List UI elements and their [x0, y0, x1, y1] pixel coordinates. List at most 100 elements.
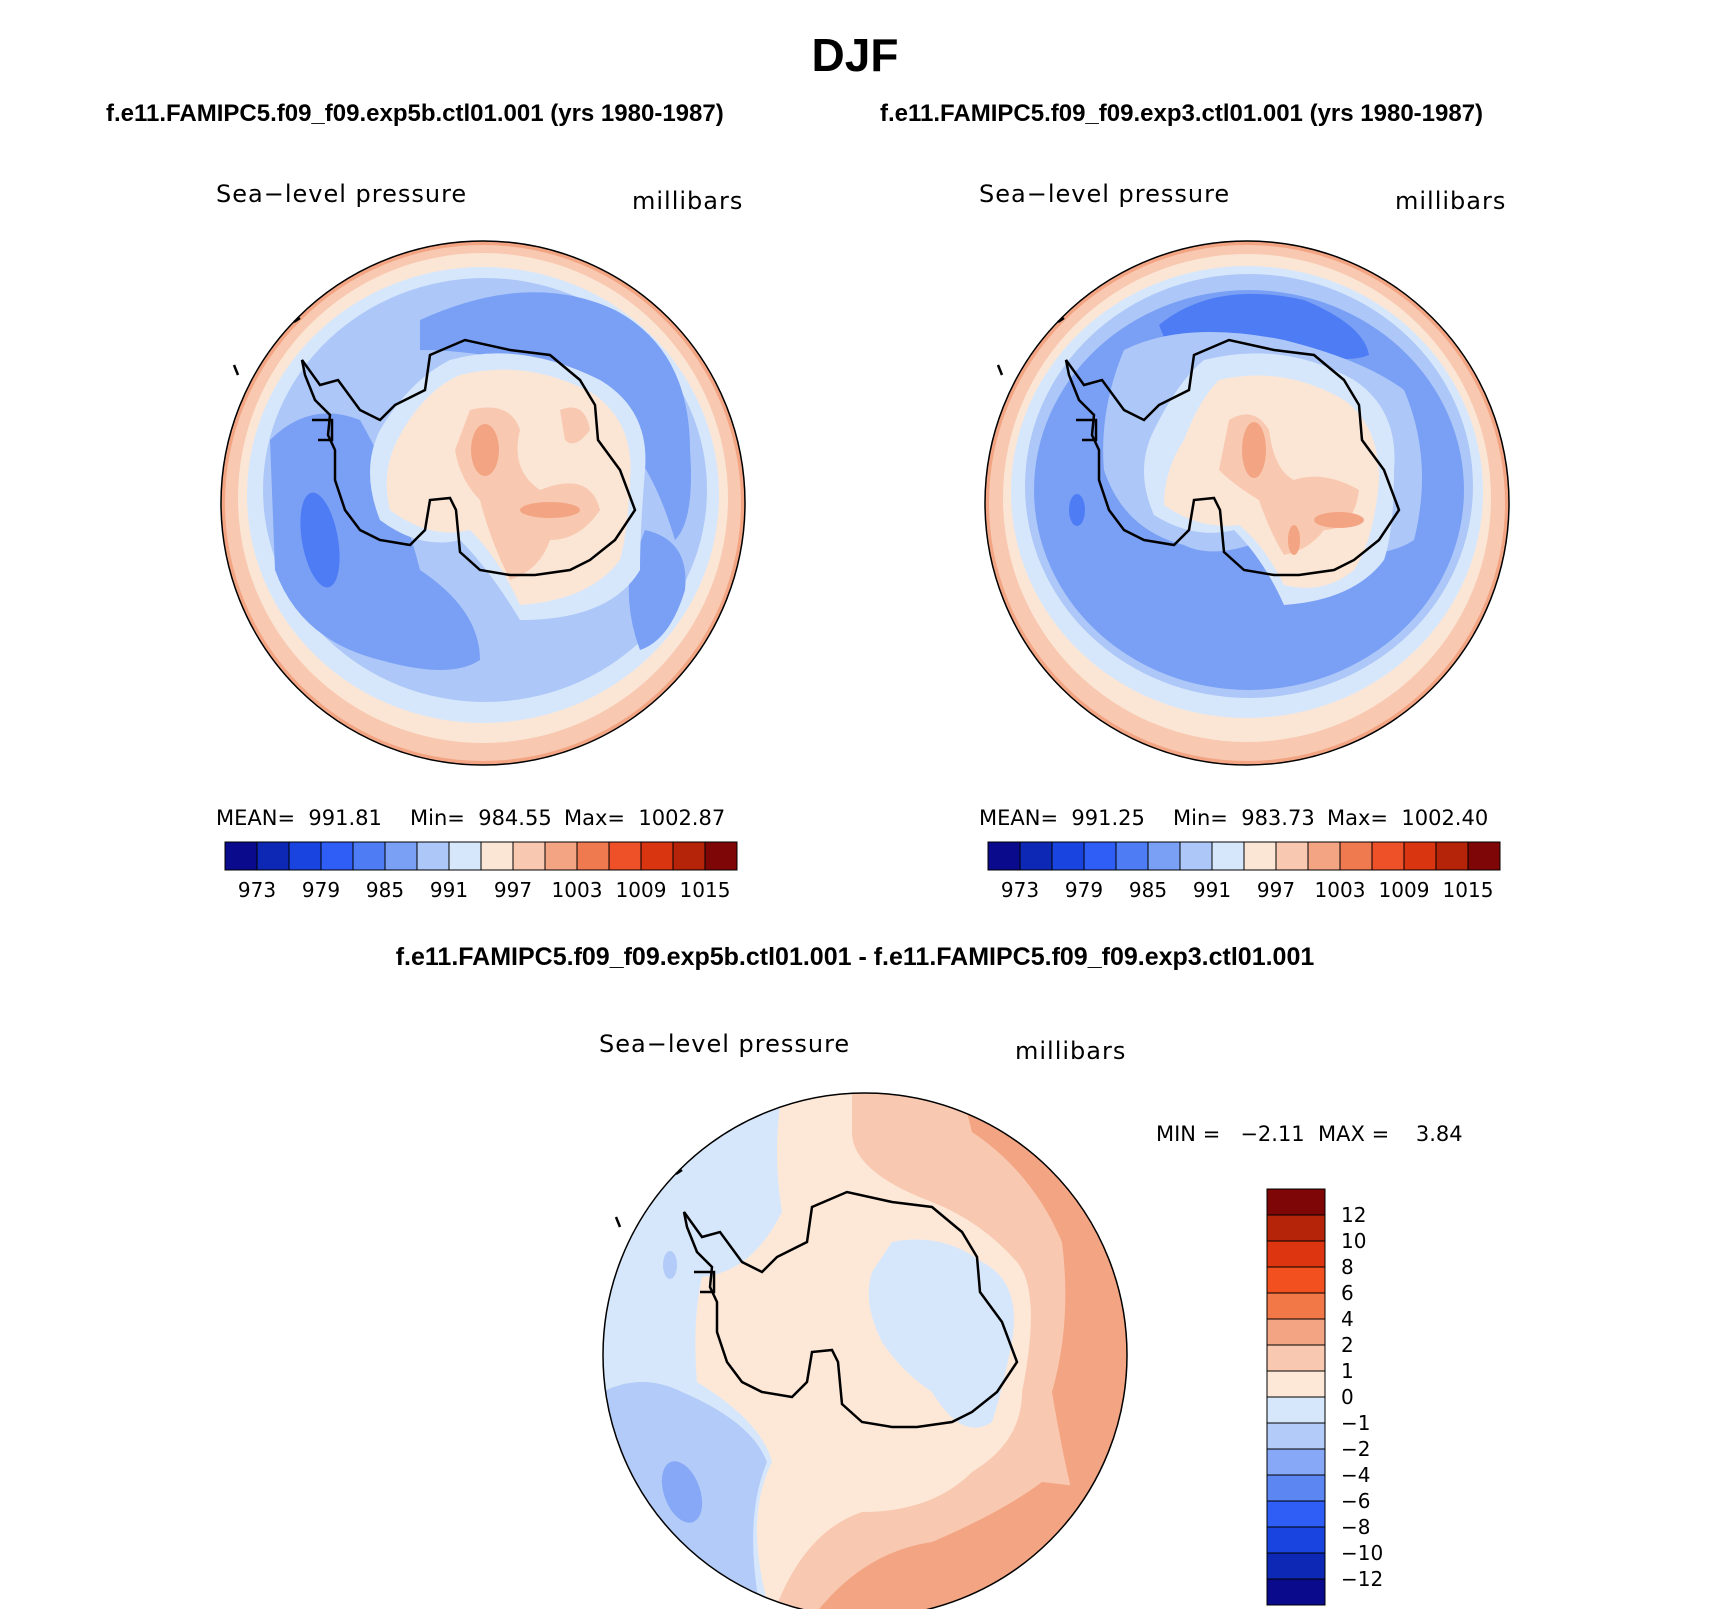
colorbar-swatch	[384, 841, 418, 871]
min-left: Min= 984.55	[410, 806, 552, 830]
colorbar-swatch	[1211, 841, 1245, 871]
colorbar-swatch	[224, 841, 258, 871]
colorbar-swatch	[1083, 841, 1117, 871]
colorbar-swatch	[1019, 841, 1053, 871]
units-label-right: millibars	[1395, 187, 1507, 215]
colorbar-swatch	[1371, 841, 1405, 871]
colorbar-swatch	[1147, 841, 1181, 871]
colorbar-swatch	[1435, 841, 1469, 871]
colorbar-swatch	[1266, 1526, 1326, 1554]
colorbar-tick-label: 991	[1193, 878, 1231, 902]
colorbar-tick-label: 1003	[1315, 878, 1366, 902]
colorbar-tick-label: 997	[1257, 878, 1295, 902]
colorbar-tick-label: 1009	[616, 878, 667, 902]
colorbar-swatch	[1266, 1500, 1326, 1528]
colorbar-tick-label: 8	[1341, 1255, 1354, 1279]
units-label-diff: millibars	[1015, 1037, 1127, 1065]
colorbar-swatch	[448, 841, 482, 871]
page-title: DJF	[811, 29, 899, 81]
colorbar-tick-label: 10	[1341, 1229, 1366, 1253]
colorbar-swatch	[1179, 841, 1213, 871]
colorbar-swatch	[1266, 1344, 1326, 1372]
units-label-left: millibars	[632, 187, 744, 215]
colorbar-tick-label: −2	[1341, 1437, 1370, 1461]
colorbar-swatch	[256, 841, 290, 871]
colorbar-swatch	[1266, 1188, 1326, 1216]
colorbar-tick-label: 991	[430, 878, 468, 902]
colorbar-swatch	[1266, 1552, 1326, 1580]
colorbar-swatch	[1266, 1474, 1326, 1502]
colorbar-left: 973 979 985 991 997 1003 1009 1015	[224, 841, 738, 902]
colorbar-swatch	[576, 841, 610, 871]
colorbar-swatch	[672, 841, 706, 871]
colorbar-tick-label: 997	[494, 878, 532, 902]
colorbar-swatch	[1266, 1318, 1326, 1346]
colorbar-swatch	[1467, 841, 1501, 871]
colorbar-swatch	[480, 841, 514, 871]
colorbar-swatch	[1266, 1578, 1326, 1606]
colorbar-swatch	[640, 841, 674, 871]
case-title-left: f.e11.FAMIPC5.f09_f09.exp5b.ctl01.001 (y…	[106, 100, 724, 127]
colorbar-swatch	[1266, 1370, 1326, 1398]
colorbar-swatch	[1266, 1448, 1326, 1476]
colorbar-tick-label: −4	[1341, 1463, 1370, 1487]
field-label-right: Sea−level pressure	[979, 180, 1231, 208]
colorbar-tick-label: 979	[1065, 878, 1103, 902]
colorbar-swatch	[1266, 1422, 1326, 1450]
colorbar-tick-label: −12	[1341, 1567, 1383, 1591]
colorbar-swatch	[544, 841, 578, 871]
colorbar-swatch	[1266, 1266, 1326, 1294]
colorbar-swatch	[1266, 1396, 1326, 1424]
colorbar-swatch	[1243, 841, 1277, 871]
map-diff	[602, 1092, 1128, 1609]
colorbar-tick-label: 12	[1341, 1203, 1366, 1227]
colorbar-swatch	[1115, 841, 1149, 871]
max-left: Max= 1002.87	[564, 806, 726, 830]
colorbar-swatch	[1403, 841, 1437, 871]
colorbar-tick-label: 985	[1129, 878, 1167, 902]
colorbar-swatch	[704, 841, 738, 871]
diff-minmax: MIN = −2.11 MAX = 3.84	[1156, 1122, 1463, 1146]
diff-title: f.e11.FAMIPC5.f09_f09.exp5b.ctl01.001 - …	[395, 943, 1315, 971]
colorbar-swatch	[987, 841, 1021, 871]
colorbar-tick-label: −8	[1341, 1515, 1370, 1539]
colorbar-swatch	[1339, 841, 1373, 871]
colorbar-tick-label: 4	[1341, 1307, 1354, 1331]
colorbar-swatch	[1266, 1240, 1326, 1268]
colorbar-tick-label: 1015	[1443, 878, 1494, 902]
mean-right: MEAN= 991.25	[979, 806, 1145, 830]
colorbar-swatch	[416, 841, 450, 871]
colorbar-tick-label: 1	[1341, 1359, 1354, 1383]
colorbar-swatch	[1266, 1292, 1326, 1320]
colorbar-tick-label: 2	[1341, 1333, 1354, 1357]
map-left	[220, 240, 746, 766]
colorbar-tick-label: 0	[1341, 1385, 1354, 1409]
colorbar-tick-label: 1009	[1379, 878, 1430, 902]
mean-left: MEAN= 991.81	[216, 806, 382, 830]
field-label-diff: Sea−level pressure	[599, 1030, 851, 1058]
colorbar-swatch	[352, 841, 386, 871]
colorbar-swatch	[1275, 841, 1309, 871]
colorbar-tick-label: −6	[1341, 1489, 1370, 1513]
colorbar-swatch	[288, 841, 322, 871]
map-right	[984, 240, 1510, 766]
colorbar-tick-label: −10	[1341, 1541, 1383, 1565]
colorbar-swatch	[1051, 841, 1085, 871]
min-right: Min= 983.73	[1173, 806, 1315, 830]
colorbar-swatch	[1266, 1214, 1326, 1242]
colorbar-tick-label: 973	[1001, 878, 1039, 902]
colorbar-swatch	[512, 841, 546, 871]
colorbar-swatch	[608, 841, 642, 871]
colorbar-tick-label: 973	[238, 878, 276, 902]
colorbar-tick-label: 6	[1341, 1281, 1354, 1305]
colorbar-tick-label: 1003	[552, 878, 603, 902]
max-right: Max= 1002.40	[1327, 806, 1489, 830]
colorbar-right: 973 979 985 991 997 1003 1009 1015	[987, 841, 1501, 902]
colorbar-tick-label: 1015	[680, 878, 731, 902]
colorbar-swatch	[1307, 841, 1341, 871]
colorbar-swatch	[320, 841, 354, 871]
colorbar-tick-label: 979	[302, 878, 340, 902]
colorbar-tick-label: −1	[1341, 1411, 1370, 1435]
field-label-left: Sea−level pressure	[216, 180, 468, 208]
